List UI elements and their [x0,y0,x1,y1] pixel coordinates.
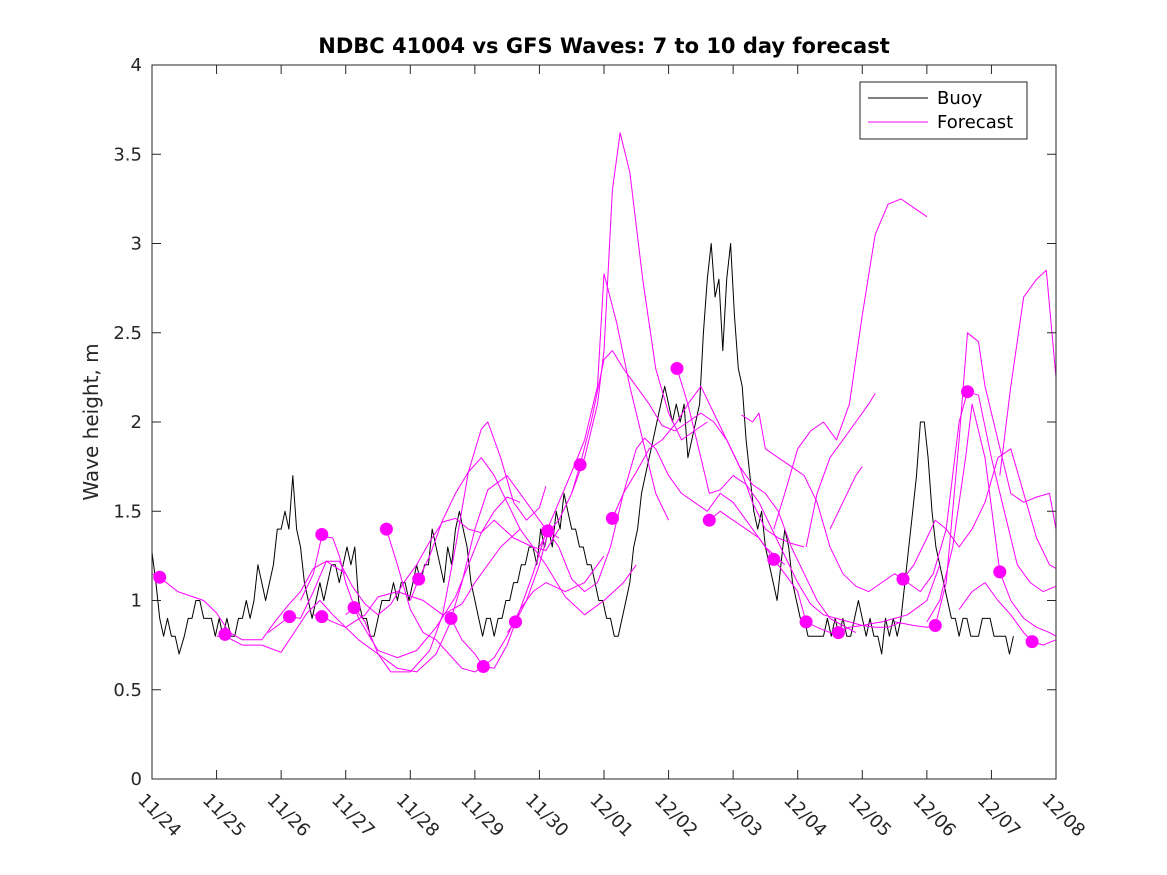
series-line-forecast-12 [571,350,805,548]
forecast-marker-1 [153,570,167,584]
plot-background [152,65,1056,779]
y-tick-label: 2 [131,412,142,433]
forecast-marker-9 [476,660,490,673]
x-tick-label: 12/07 [973,790,1025,842]
forecast-marker-15 [702,513,716,527]
forecast-marker-13 [605,511,619,525]
forecast-marker-14 [670,362,684,375]
series-line-forecast-5 [313,475,560,673]
x-tick-label: 11/30 [521,790,573,842]
legend-label-buoy: Buoy [937,88,983,109]
series-line-forecast-4 [300,519,560,659]
x-tick-label: 12/02 [650,790,702,842]
forecast-marker-10 [509,615,522,629]
x-tick-label: 12/08 [1037,790,1089,842]
forecast-marker-17 [767,552,781,566]
y-tick-label: 4 [131,55,142,76]
x-tick-label: 12/04 [779,790,831,842]
chart-title: NDBC 41004 vs GFS Waves: 7 to 10 day for… [318,34,889,58]
series-line-forecast-1 [151,560,346,641]
x-tick-label: 11/25 [198,790,250,842]
series-line-forecast-23 [958,582,1057,646]
series-line-forecast-19 [829,466,863,530]
x-tick-label: 11/28 [392,790,444,842]
forecast-marker-24 [444,611,458,625]
series-line-forecast-7 [385,528,605,673]
forecast-marker-21 [928,619,942,632]
y-axis-label: Wave height, m [79,343,103,500]
x-tick-label: 11/24 [133,790,185,842]
forecast-marker-7 [379,522,393,536]
legend: Buoy Forecast [859,81,1028,140]
series-line-forecast-13 [611,385,857,634]
series-line-forecast-22 [926,403,1057,637]
legend-box [859,81,1028,140]
forecast-marker-12 [573,458,587,472]
y-tick-label: 3.5 [113,144,142,165]
forecast-marker-11 [541,524,555,538]
marker-layer [153,362,1039,673]
forecast-marker-3 [283,610,296,624]
series-line-forecast-8 [409,457,637,616]
x-tick-label: 11/29 [456,790,508,842]
forecast-marker-19 [831,626,845,640]
forecast-marker-18 [799,615,813,629]
forecast-marker-22 [993,565,1007,579]
series-layer [151,132,1057,673]
y-tick-label: 1 [131,591,142,612]
y-tick-label: 1.5 [113,501,142,522]
series-line-forecast-24 [999,269,1057,476]
series-line-forecast-15 [708,510,941,634]
series-line-forecast-18 [805,393,876,548]
x-tick-label: 12/05 [844,790,896,842]
series-line-buoy [151,243,1014,655]
y-tick-label: 0.5 [113,680,142,701]
x-tick-label: 12/01 [585,790,637,842]
series-line-forecast-16 [741,391,1057,593]
series-line-forecast-17 [773,198,928,530]
y-tick-label: 2.5 [113,323,142,344]
forecast-marker-2 [218,627,232,641]
forecast-marker-4 [315,528,329,541]
forecast-marker-8 [412,572,426,586]
x-tick-label: 12/03 [715,790,767,842]
series-line-forecast-10 [506,132,708,633]
forecast-marker-20 [896,572,910,586]
x-tick-label: 11/26 [263,790,315,842]
series-line-forecast-11 [538,437,786,593]
forecast-marker-23 [1025,635,1039,649]
y-tick-label: 0 [131,769,142,790]
series-line-forecast-6 [345,421,547,673]
series-line-forecast-3 [267,496,521,633]
y-tick-label: 3 [131,234,142,255]
x-tick-label: 11/27 [327,790,379,842]
legend-label-forecast: Forecast [937,112,1013,133]
series-line-forecast-20 [902,448,1057,580]
forecast-marker-6 [347,601,361,615]
forecast-marker-5 [315,610,329,624]
x-tick-label: 12/06 [908,790,960,842]
forecast-marker-16 [961,385,974,399]
